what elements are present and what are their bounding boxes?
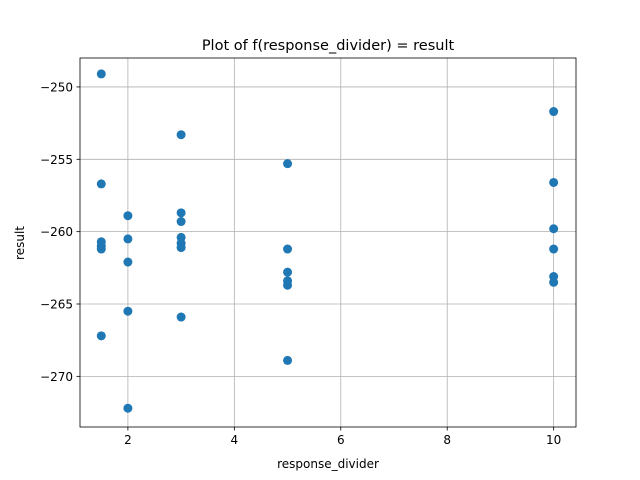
data-point: [96, 69, 106, 79]
data-point: [123, 234, 133, 244]
data-point: [283, 244, 293, 254]
data-point: [283, 159, 293, 169]
data-point: [96, 244, 106, 254]
chart-title: Plot of f(response_divider) = result: [202, 38, 455, 54]
data-point: [549, 177, 559, 187]
y-tick-label: −260: [40, 225, 73, 239]
data-point: [176, 312, 186, 322]
data-point: [123, 403, 133, 413]
data-point: [549, 244, 559, 254]
data-point: [123, 306, 133, 316]
data-point: [549, 277, 559, 287]
y-tick-label: −255: [40, 153, 73, 167]
x-tick-label: 6: [337, 433, 345, 447]
x-tick-label: 4: [231, 433, 239, 447]
data-point: [283, 267, 293, 277]
plot-frame: [79, 57, 577, 428]
data-point: [176, 208, 186, 218]
data-point: [176, 217, 186, 227]
data-point: [123, 211, 133, 221]
data-point: [549, 224, 559, 234]
y-tick-label: −270: [40, 370, 73, 384]
y-axis-label: result: [13, 226, 27, 260]
data-point: [176, 243, 186, 253]
x-axis-label: response_divider: [277, 457, 379, 471]
x-axis: 2 4 6 8 10: [124, 427, 561, 447]
y-tick-label: −250: [40, 80, 73, 94]
x-tick-label: 8: [443, 433, 451, 447]
x-tick-label: 10: [546, 433, 561, 447]
y-axis: −250 −255 −260 −265 −270: [40, 80, 80, 384]
y-tick-label: −265: [40, 298, 73, 312]
data-point: [283, 280, 293, 290]
data-point: [96, 331, 106, 341]
data-point: [123, 257, 133, 267]
data-point: [96, 179, 106, 189]
data-point: [176, 130, 186, 140]
x-tick-label: 2: [124, 433, 132, 447]
data-point: [283, 355, 293, 365]
points-layer: [96, 69, 559, 413]
grid-layer: [80, 58, 576, 427]
data-point: [549, 107, 559, 117]
